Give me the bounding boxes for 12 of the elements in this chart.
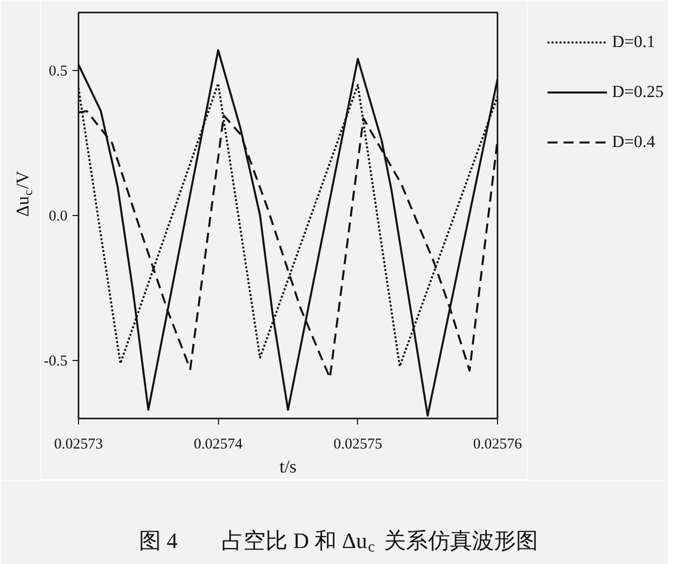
y-tick-label: 0.0 <box>48 208 68 224</box>
legend-label: D=0.4 <box>612 132 656 152</box>
x-axis-title: t/s <box>279 456 297 476</box>
y-tick-label: -0.5 <box>44 354 68 370</box>
legend-label: D=0.1 <box>612 32 656 52</box>
x-tick-label: 0.02576 <box>473 436 522 452</box>
y-axis-title: Δuc/V <box>12 170 35 217</box>
y-tick-label: 0.5 <box>48 64 68 80</box>
legend-label: D=0.25 <box>612 82 664 102</box>
x-tick-label: 0.02573 <box>54 436 103 452</box>
x-tick-label: 0.02575 <box>333 436 382 452</box>
x-tick-label: 0.02574 <box>194 436 244 452</box>
